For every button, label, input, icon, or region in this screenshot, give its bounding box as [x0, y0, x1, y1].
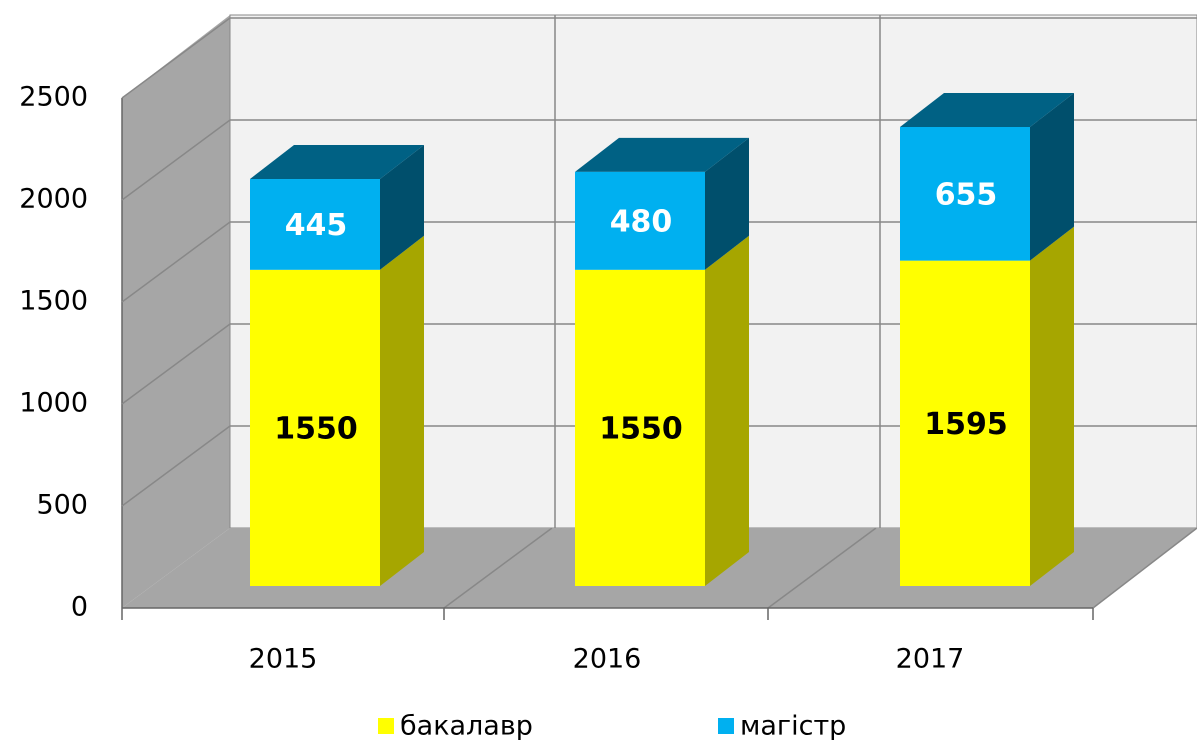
y-tick-label: 2500 — [19, 82, 88, 113]
legend-swatch — [378, 718, 394, 734]
bar-side — [705, 235, 749, 587]
y-tick-label: 1000 — [19, 388, 88, 419]
data-label: 655 — [935, 177, 998, 212]
y-tick-label: 1500 — [19, 286, 88, 317]
x-tick-label: 2016 — [573, 644, 642, 675]
frame — [443, 15, 1197, 609]
bar-top — [250, 145, 424, 180]
legend-label: магістр — [740, 711, 846, 742]
bar — [575, 269, 705, 586]
axes — [121, 98, 1094, 620]
bar — [900, 127, 1030, 261]
bar-top — [900, 93, 1074, 127]
bar-side — [705, 137, 749, 270]
grid-line — [121, 221, 1197, 303]
legend-swatch — [718, 718, 734, 734]
x-tick-label: 2017 — [896, 644, 965, 675]
grid-line — [121, 17, 1197, 99]
data-label: 445 — [285, 208, 348, 243]
data-label: 480 — [610, 204, 673, 239]
bar-side — [380, 235, 424, 587]
bar — [250, 179, 380, 270]
bar — [575, 171, 705, 270]
data-label: 1550 — [599, 411, 683, 446]
grid-line — [121, 323, 1197, 405]
y-tick-label: 0 — [71, 592, 88, 623]
bar-side — [1030, 93, 1074, 261]
legend-label: бакалавр — [400, 711, 533, 742]
data-label: 1595 — [924, 407, 1008, 442]
y-tick-label: 2000 — [19, 184, 88, 215]
grid-line — [121, 425, 1197, 507]
bar-side — [380, 145, 424, 270]
side-wall — [122, 15, 230, 608]
y-tick-label: 500 — [36, 490, 88, 521]
grid-line — [121, 119, 1197, 201]
bar — [250, 269, 380, 586]
data-label: 1550 — [274, 411, 358, 446]
bar — [900, 260, 1030, 586]
x-tick-label: 2015 — [249, 644, 318, 675]
bar-top — [575, 137, 749, 172]
bar-side — [1030, 226, 1074, 586]
